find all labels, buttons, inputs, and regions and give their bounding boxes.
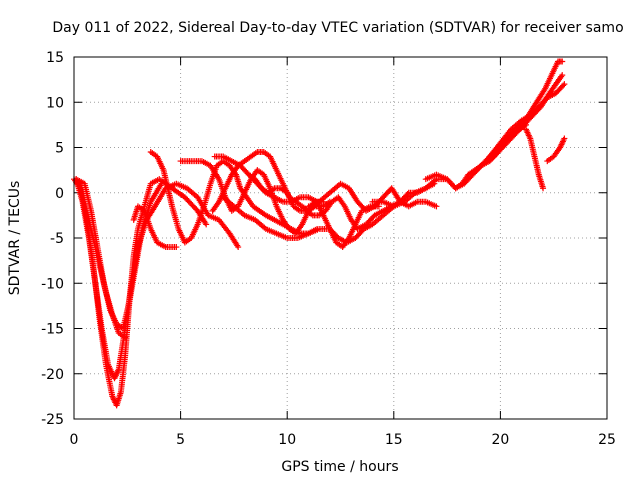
data-points bbox=[71, 58, 568, 409]
series-track-12 bbox=[305, 180, 440, 214]
data-point bbox=[122, 334, 129, 341]
y-tick-label: 5 bbox=[55, 141, 64, 157]
series-track-16 bbox=[486, 81, 568, 160]
chart-title: Day 011 of 2022, Sidereal Day-to-day VTE… bbox=[52, 20, 623, 36]
series-track-4 bbox=[77, 180, 129, 341]
x-tick-label: 0 bbox=[70, 432, 79, 448]
y-tick-label: -20 bbox=[41, 367, 64, 383]
series-track-11 bbox=[245, 171, 438, 232]
series-track-9 bbox=[220, 194, 397, 246]
y-tick-label: -25 bbox=[41, 412, 64, 428]
series-track-7 bbox=[177, 158, 327, 237]
y-tick-label: 10 bbox=[46, 95, 64, 111]
y-tick-label: 0 bbox=[55, 186, 64, 202]
plot-frame bbox=[73, 56, 608, 420]
series-track-5 bbox=[130, 203, 180, 251]
data-point bbox=[559, 72, 566, 79]
x-tick-label: 5 bbox=[176, 432, 185, 448]
y-tick-label: -15 bbox=[41, 322, 64, 338]
x-tick-label: 10 bbox=[278, 432, 296, 448]
x-axis-label: GPS time / hours bbox=[281, 459, 398, 475]
data-point bbox=[540, 185, 547, 192]
series-track-18 bbox=[544, 135, 568, 165]
x-tick-label: 25 bbox=[598, 432, 616, 448]
y-tick-label: -10 bbox=[41, 276, 64, 292]
data-point bbox=[561, 81, 568, 88]
y-tick-label: -5 bbox=[50, 231, 64, 247]
data-point bbox=[560, 82, 567, 89]
axis-ticks: 0 5 10 15 20 25 -25 -20 -15 -10 -5 0 5 10 15 bbox=[41, 50, 616, 448]
data-point bbox=[158, 180, 165, 187]
data-point bbox=[561, 135, 568, 142]
y-tick-label: 15 bbox=[46, 50, 64, 66]
y-axis-label: SDTVAR / TECUs bbox=[7, 181, 23, 296]
x-tick-label: 15 bbox=[385, 432, 403, 448]
data-point bbox=[173, 244, 180, 251]
x-tick-label: 20 bbox=[491, 432, 509, 448]
data-point bbox=[433, 203, 440, 210]
data-point bbox=[404, 191, 411, 198]
series-track-17 bbox=[522, 126, 547, 192]
data-point bbox=[203, 221, 210, 228]
data-point bbox=[559, 58, 566, 65]
data-point bbox=[235, 244, 242, 251]
